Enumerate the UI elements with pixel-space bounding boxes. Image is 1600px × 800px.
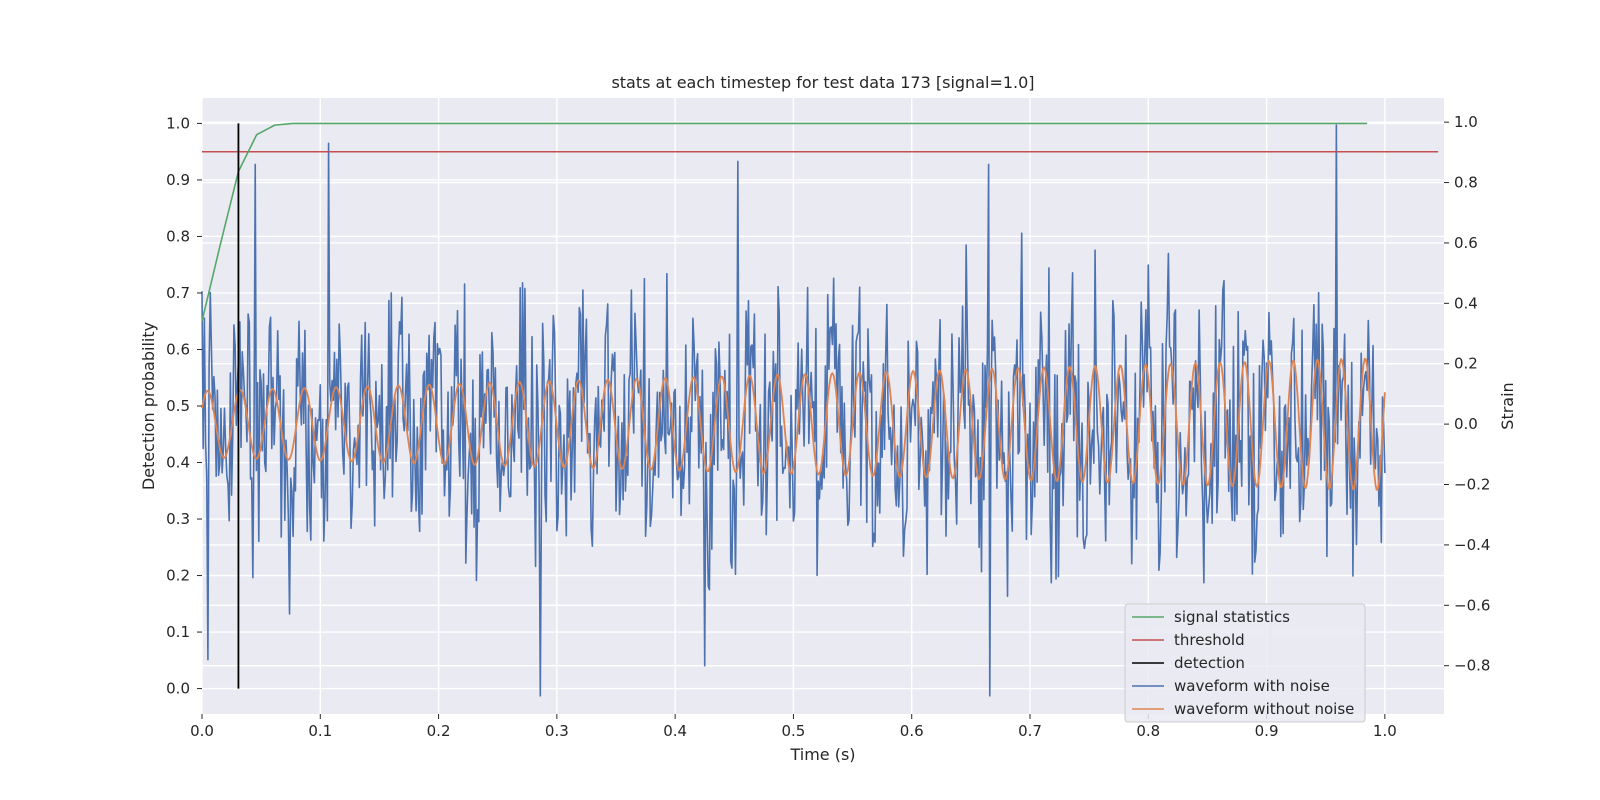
x-tick-label: 0.7 (1018, 722, 1042, 740)
y-tick-label-right: −0.6 (1454, 596, 1490, 614)
y-tick-label-right: 1.0 (1454, 113, 1478, 131)
y-tick-label-left: 0.6 (166, 340, 190, 358)
x-tick-label: 0.0 (190, 722, 214, 740)
legend-box (1124, 603, 1366, 723)
x-tick-label: 0.9 (1255, 722, 1279, 740)
x-tick-label: 0.3 (545, 722, 569, 740)
y-tick-label-left: 0.0 (166, 680, 190, 698)
y-tick-label-right: 0.8 (1454, 174, 1478, 192)
y-tick-label-right: 0.0 (1454, 415, 1478, 433)
series-line-signal-statistics (201, 122, 1368, 322)
legend-label-threshold: threshold (1174, 631, 1245, 649)
x-tick-label: 1.0 (1373, 722, 1397, 740)
legend-label-detection: detection (1174, 654, 1245, 672)
y-tick-label-right: −0.4 (1454, 536, 1490, 554)
y-tick-label-left: 0.2 (166, 567, 190, 585)
y-axis-label-right: Strain (1498, 382, 1517, 429)
ticks-layer: 0.0 0.1 0.2 0.3 0.4 0.5 0.6 0.7 0.8 0.9 1.0 0.0 0.1 0… (166, 113, 1490, 740)
y-tick-label-right: 0.6 (1454, 234, 1478, 252)
y-tick-label-left: 1.0 (166, 114, 190, 132)
y-axis-label-left: Detection probability (139, 322, 158, 490)
x-tick-label: 0.4 (663, 722, 687, 740)
x-tick-label: 0.8 (1136, 722, 1160, 740)
y-tick-label-left: 0.8 (166, 227, 190, 245)
y-tick-label-left: 0.5 (166, 397, 190, 415)
series-line-waveform-with-noise (201, 124, 1386, 697)
legend-label-waveform-with-noise: waveform with noise (1174, 677, 1330, 695)
series-line-waveform-without-noise (201, 357, 1386, 491)
y-tick-label-left: 0.1 (166, 623, 190, 641)
series-layer (201, 122, 1439, 697)
chart-title: stats at each timestep for test data 173… (611, 73, 1034, 92)
y-tick-label-left: 0.9 (166, 171, 190, 189)
x-tick-label: 0.2 (427, 722, 451, 740)
y-tick-label-right: 0.2 (1454, 355, 1478, 373)
y-tick-label-left: 0.7 (166, 284, 190, 302)
y-tick-label-right: −0.2 (1454, 476, 1490, 494)
y-tick-label-left: 0.4 (166, 454, 190, 472)
y-tick-label-right: 0.4 (1454, 294, 1478, 312)
legend-label-waveform-without-noise: waveform without noise (1174, 700, 1354, 718)
x-tick-label: 0.5 (781, 722, 805, 740)
x-tick-label: 0.1 (308, 722, 332, 740)
y-tick-label-left: 0.3 (166, 510, 190, 528)
legend-label-signal-statistics: signal statistics (1174, 608, 1290, 626)
x-tick-label: 0.6 (900, 722, 924, 740)
y-tick-label-right: −0.8 (1454, 657, 1490, 675)
legend: signal statistics threshold detection wa… (1124, 603, 1366, 723)
x-axis-label: Time (s) (789, 745, 855, 764)
